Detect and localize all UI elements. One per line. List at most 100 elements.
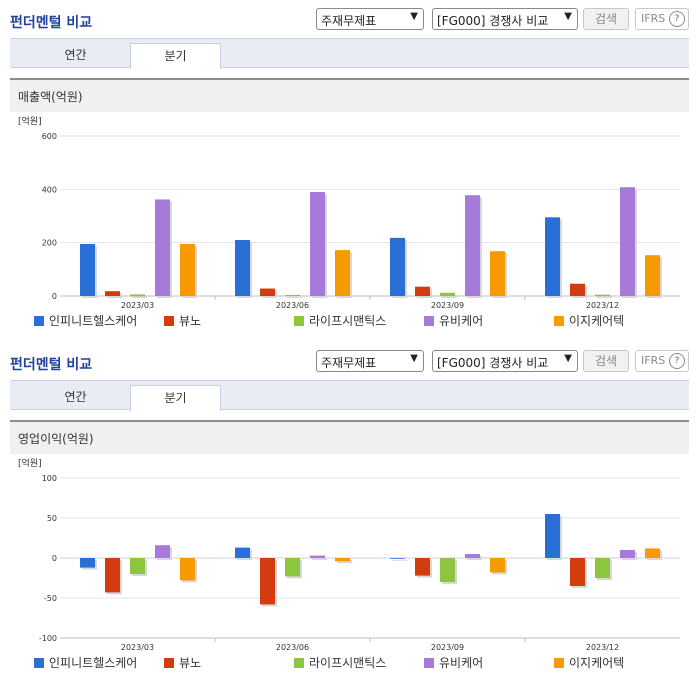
legend-item[interactable]: 이지케어텍 xyxy=(554,654,624,671)
x-tick-label: 2023/12 xyxy=(586,301,619,310)
legend-swatch xyxy=(294,658,304,668)
bar[interactable] xyxy=(645,548,660,558)
bar[interactable] xyxy=(285,558,300,577)
bar[interactable] xyxy=(490,558,505,573)
tab-annual[interactable]: 연간 xyxy=(64,390,87,404)
bar[interactable] xyxy=(155,545,170,558)
bar[interactable] xyxy=(80,558,95,568)
bar[interactable] xyxy=(155,199,170,296)
legend-label: 유비케어 xyxy=(439,314,484,328)
bar[interactable] xyxy=(570,283,585,296)
x-tick-label: 2023/06 xyxy=(276,643,309,652)
peer-group-select[interactable]: [FG000] 경쟁사 비교 ▼ xyxy=(432,8,578,30)
bar[interactable] xyxy=(235,240,250,296)
search-button[interactable]: 검색 xyxy=(583,8,629,30)
fundamental-section-2: 펀더멘털 비교 주재무제표 ▼ [FG000] 경쟁사 비교 ▼ 검색 IFRS… xyxy=(0,342,696,684)
bar[interactable] xyxy=(465,195,480,296)
chart-title: 영업이익(억원) xyxy=(18,432,94,446)
bar[interactable] xyxy=(180,558,195,581)
bar[interactable] xyxy=(595,558,610,578)
legend-label: 뷰노 xyxy=(179,656,202,670)
legend-item[interactable]: 라이프시맨틱스 xyxy=(294,312,386,329)
bar[interactable] xyxy=(570,558,585,586)
y-tick-label: 50 xyxy=(47,514,57,523)
peer-group-select[interactable]: [FG000] 경쟁사 비교 ▼ xyxy=(432,350,578,372)
chevron-down-icon: ▼ xyxy=(410,353,418,364)
section-header: 펀더멘털 비교 주재무제표 ▼ [FG000] 경쟁사 비교 ▼ 검색 IFRS… xyxy=(0,0,696,38)
statement-select[interactable]: 주재무제표 ▼ xyxy=(316,8,424,30)
period-tabs: 연간 분기 xyxy=(10,380,689,411)
bar[interactable] xyxy=(620,187,635,296)
bar[interactable] xyxy=(545,514,560,558)
bar[interactable] xyxy=(130,558,145,574)
y-tick-label: -100 xyxy=(39,634,57,643)
chart-area: [억원] 0 200 400 600 2023/03 2023/06 2023/09 2023/… xyxy=(10,112,689,310)
chevron-down-icon: ▼ xyxy=(564,11,572,22)
legend-swatch xyxy=(554,316,564,326)
x-tick-label: 2023/03 xyxy=(121,301,154,310)
legend-item[interactable]: 라이프시맨틱스 xyxy=(294,654,386,671)
bar[interactable] xyxy=(260,558,275,605)
bar-shadow xyxy=(392,560,407,561)
bar-shadow xyxy=(287,296,302,298)
bar[interactable] xyxy=(545,217,560,296)
bar[interactable] xyxy=(80,244,95,296)
unit-label: [억원] xyxy=(18,115,42,127)
statement-select[interactable]: 주재무제표 ▼ xyxy=(316,350,424,372)
bar[interactable] xyxy=(645,255,660,296)
bar[interactable] xyxy=(415,558,430,576)
tab-quarterly[interactable]: 분기 xyxy=(130,385,221,411)
legend-swatch xyxy=(164,316,174,326)
legend-swatch xyxy=(424,658,434,668)
legend-item[interactable]: 인피니트헬스케어 xyxy=(34,312,137,329)
chevron-down-icon: ▼ xyxy=(410,11,418,22)
y-tick-label: -50 xyxy=(44,594,57,603)
bar[interactable] xyxy=(595,294,610,296)
bar[interactable] xyxy=(260,288,275,296)
bar-shadow xyxy=(597,296,612,298)
legend-item[interactable]: 유비케어 xyxy=(424,654,483,671)
help-icon[interactable]: ? xyxy=(669,353,685,369)
bar[interactable] xyxy=(130,294,145,296)
legend-item[interactable]: 인피니트헬스케어 xyxy=(34,654,137,671)
section-title: 펀더멘털 비교 xyxy=(10,15,93,31)
legend-item[interactable]: 뷰노 xyxy=(164,654,201,671)
bar[interactable] xyxy=(440,292,455,296)
x-tick-label: 2023/03 xyxy=(121,643,154,652)
y-tick-label: 0 xyxy=(52,292,57,301)
bar[interactable] xyxy=(490,251,505,296)
bar-shadow xyxy=(442,294,457,298)
bar[interactable] xyxy=(310,192,325,296)
help-icon[interactable]: ? xyxy=(669,11,685,27)
unit-label: [억원] xyxy=(18,457,42,469)
ifrs-button[interactable]: IFRS ? xyxy=(635,350,689,372)
bar[interactable] xyxy=(335,558,350,562)
bar[interactable] xyxy=(180,244,195,296)
bar[interactable] xyxy=(285,294,300,296)
x-tick-label: 2023/12 xyxy=(586,643,619,652)
legend-label: 유비케어 xyxy=(439,656,484,670)
search-button[interactable]: 검색 xyxy=(583,350,629,372)
ifrs-button[interactable]: IFRS ? xyxy=(635,8,689,30)
bar[interactable] xyxy=(620,550,635,558)
x-tick-label: 2023/09 xyxy=(431,643,464,652)
bar[interactable] xyxy=(105,291,120,296)
bar[interactable] xyxy=(465,554,480,558)
bar[interactable] xyxy=(310,555,325,558)
legend-item[interactable]: 뷰노 xyxy=(164,312,201,329)
tab-annual[interactable]: 연간 xyxy=(64,48,87,62)
bar[interactable] xyxy=(440,558,455,582)
legend-item[interactable]: 이지케어텍 xyxy=(554,312,624,329)
bar-shadow xyxy=(132,296,147,298)
legend-item[interactable]: 유비케어 xyxy=(424,312,483,329)
bar[interactable] xyxy=(335,250,350,296)
y-tick-label: 600 xyxy=(42,132,57,141)
bar[interactable] xyxy=(105,558,120,593)
bar[interactable] xyxy=(390,237,405,296)
bar[interactable] xyxy=(415,286,430,296)
tab-quarterly[interactable]: 분기 xyxy=(130,43,221,69)
legend-swatch xyxy=(424,316,434,326)
bar[interactable] xyxy=(390,558,405,559)
bar[interactable] xyxy=(235,547,250,558)
chart-legend: 인피니트헬스케어 뷰노 라이프시맨틱스 유비케어 이지케어텍 xyxy=(10,652,689,672)
